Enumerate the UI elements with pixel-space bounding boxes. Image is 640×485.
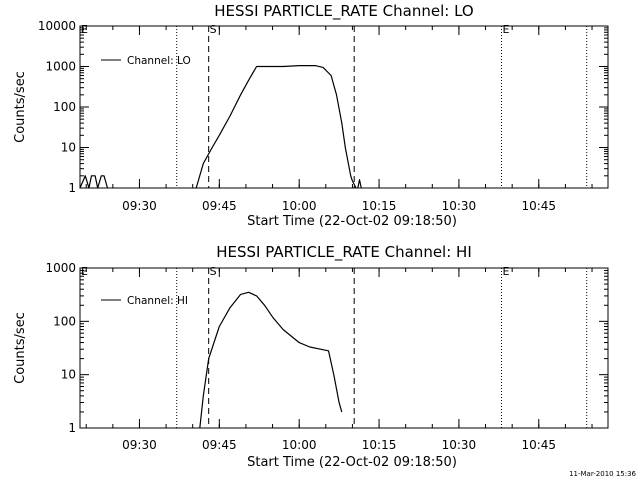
y-tick-label: 100 <box>53 100 76 114</box>
y-axis-label: Counts/sec <box>13 312 28 384</box>
y-tick-label: 100 <box>53 314 76 328</box>
series-line <box>195 64 357 189</box>
series-line <box>357 179 362 189</box>
y-tick-label: 10000 <box>38 19 76 33</box>
chart-title: HESSI PARTICLE_RATE Channel: HI <box>216 243 472 262</box>
y-tick-label: 10 <box>61 368 76 382</box>
x-axis-label: Start Time (22-Oct-02 09:18:50) <box>247 214 457 229</box>
y-tick-label: 1 <box>68 181 76 195</box>
y-tick-label: 1 <box>68 421 76 435</box>
time-marker-label: E <box>503 265 510 278</box>
time-marker-label: E <box>81 265 88 278</box>
x-axis-label: Start Time (22-Oct-02 09:18:50) <box>247 455 457 470</box>
x-tick-label: 10:45 <box>521 199 556 213</box>
legend-label: Channel: HI <box>127 295 188 307</box>
legend-label: Channel: LO <box>127 55 191 67</box>
series-line <box>199 291 343 429</box>
panel-channel-lo: HESSI PARTICLE_RATE Channel: LO 1 10 100 100… <box>13 2 609 229</box>
x-tick-label: 09:45 <box>202 438 237 452</box>
plot-frame <box>79 25 609 189</box>
x-tick-label: 09:30 <box>122 199 157 213</box>
chart-title: HESSI PARTICLE_RATE Channel: LO <box>214 2 473 21</box>
y-tick-label: 10 <box>61 141 76 155</box>
x-tick-label: 10:30 <box>442 438 477 452</box>
time-marker-label: E <box>503 23 510 36</box>
time-marker-label: S <box>210 23 217 36</box>
x-tick-label: 10:15 <box>362 199 397 213</box>
series-line <box>79 175 109 189</box>
plot-frame <box>79 267 609 429</box>
x-tick-label: 10:00 <box>282 438 317 452</box>
y-tick-label: 1000 <box>45 60 76 74</box>
y-tick-label: 1000 <box>45 261 76 275</box>
x-tick-label: 10:15 <box>362 438 397 452</box>
x-tick-label: 09:45 <box>202 199 237 213</box>
panel-channel-hi: HESSI PARTICLE_RATE Channel: HI 1 10 100 100… <box>13 243 609 470</box>
x-tick-label: 10:00 <box>282 199 317 213</box>
time-marker-label: E <box>81 23 88 36</box>
x-tick-label: 09:30 <box>122 438 157 452</box>
plot-timestamp: 11-Mar-2010 15:36 <box>569 470 636 478</box>
y-axis-label: Counts/sec <box>13 71 28 143</box>
x-tick-label: 10:45 <box>521 438 556 452</box>
x-tick-label: 10:30 <box>442 199 477 213</box>
time-marker-label: S <box>210 265 217 278</box>
